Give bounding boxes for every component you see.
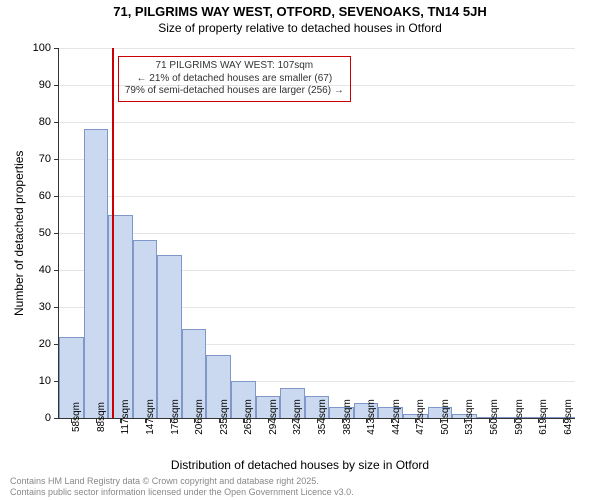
x-tick-label: 176sqm [170, 399, 181, 435]
y-tick-mark [54, 196, 59, 197]
gridline [59, 122, 575, 123]
x-tick-label: 531sqm [464, 399, 475, 435]
x-tick-label: 649sqm [563, 399, 574, 435]
title-main: 71, PILGRIMS WAY WEST, OTFORD, SEVENOAKS… [0, 4, 600, 21]
histogram-bar [157, 255, 182, 418]
y-tick-mark [54, 233, 59, 234]
x-tick-label: 590sqm [514, 399, 525, 435]
y-tick-mark [54, 418, 59, 419]
x-tick-label: 294sqm [268, 399, 279, 435]
y-tick-label: 50 [39, 227, 51, 239]
x-tick-label: 58sqm [71, 402, 82, 432]
gridline [59, 196, 575, 197]
footer-line2: Contains public sector information licen… [10, 487, 354, 498]
gridline [59, 233, 575, 234]
x-tick-label: 235sqm [219, 399, 230, 435]
x-tick-label: 560sqm [489, 399, 500, 435]
x-tick-label: 206sqm [194, 399, 205, 435]
y-tick-label: 0 [45, 412, 51, 424]
x-tick-label: 117sqm [120, 400, 131, 435]
footer-note: Contains HM Land Registry data © Crown c… [10, 476, 354, 498]
histogram-bar [133, 240, 158, 418]
annotation-line: 71 PILGRIMS WAY WEST: 107sqm [125, 60, 344, 73]
x-tick-label: 619sqm [538, 399, 549, 435]
footer-line1: Contains HM Land Registry data © Crown c… [10, 476, 354, 487]
x-tick-label: 413sqm [366, 399, 377, 435]
x-tick-label: 383sqm [342, 399, 353, 435]
y-tick-label: 10 [39, 375, 51, 387]
x-tick-label: 265sqm [243, 399, 254, 435]
x-tick-label: 442sqm [391, 399, 402, 435]
y-tick-mark [54, 159, 59, 160]
y-tick-mark [54, 122, 59, 123]
title-sub: Size of property relative to detached ho… [0, 21, 600, 37]
y-tick-mark [54, 85, 59, 86]
y-tick-label: 80 [39, 116, 51, 128]
subject-marker-line [112, 48, 114, 418]
gridline [59, 48, 575, 49]
x-tick-label: 501sqm [440, 399, 451, 435]
y-axis-title: Number of detached properties [12, 150, 26, 315]
y-tick-label: 70 [39, 153, 51, 165]
annotation-line: 79% of semi-detached houses are larger (… [125, 85, 344, 98]
x-tick-label: 324sqm [292, 399, 303, 435]
histogram-bar [84, 129, 109, 418]
y-tick-label: 40 [39, 264, 51, 276]
plot-area: 010203040506070809010058sqm88sqm117sqm14… [58, 48, 575, 419]
chart-container: 71, PILGRIMS WAY WEST, OTFORD, SEVENOAKS… [0, 0, 600, 500]
y-tick-mark [54, 270, 59, 271]
y-tick-label: 20 [39, 338, 51, 350]
x-tick-label: 354sqm [317, 399, 328, 435]
x-axis-title: Distribution of detached houses by size … [0, 458, 600, 472]
y-tick-label: 100 [33, 42, 51, 54]
y-tick-label: 90 [39, 79, 51, 91]
y-tick-mark [54, 48, 59, 49]
title-block: 71, PILGRIMS WAY WEST, OTFORD, SEVENOAKS… [0, 4, 600, 36]
y-tick-label: 60 [39, 190, 51, 202]
x-tick-label: 472sqm [415, 399, 426, 435]
annotation-line: ← 21% of detached houses are smaller (67… [125, 73, 344, 86]
x-tick-label: 88sqm [96, 402, 107, 432]
y-tick-mark [54, 307, 59, 308]
annotation-box: 71 PILGRIMS WAY WEST: 107sqm← 21% of det… [118, 56, 351, 102]
gridline [59, 159, 575, 160]
y-tick-label: 30 [39, 301, 51, 313]
x-tick-label: 147sqm [145, 399, 156, 435]
